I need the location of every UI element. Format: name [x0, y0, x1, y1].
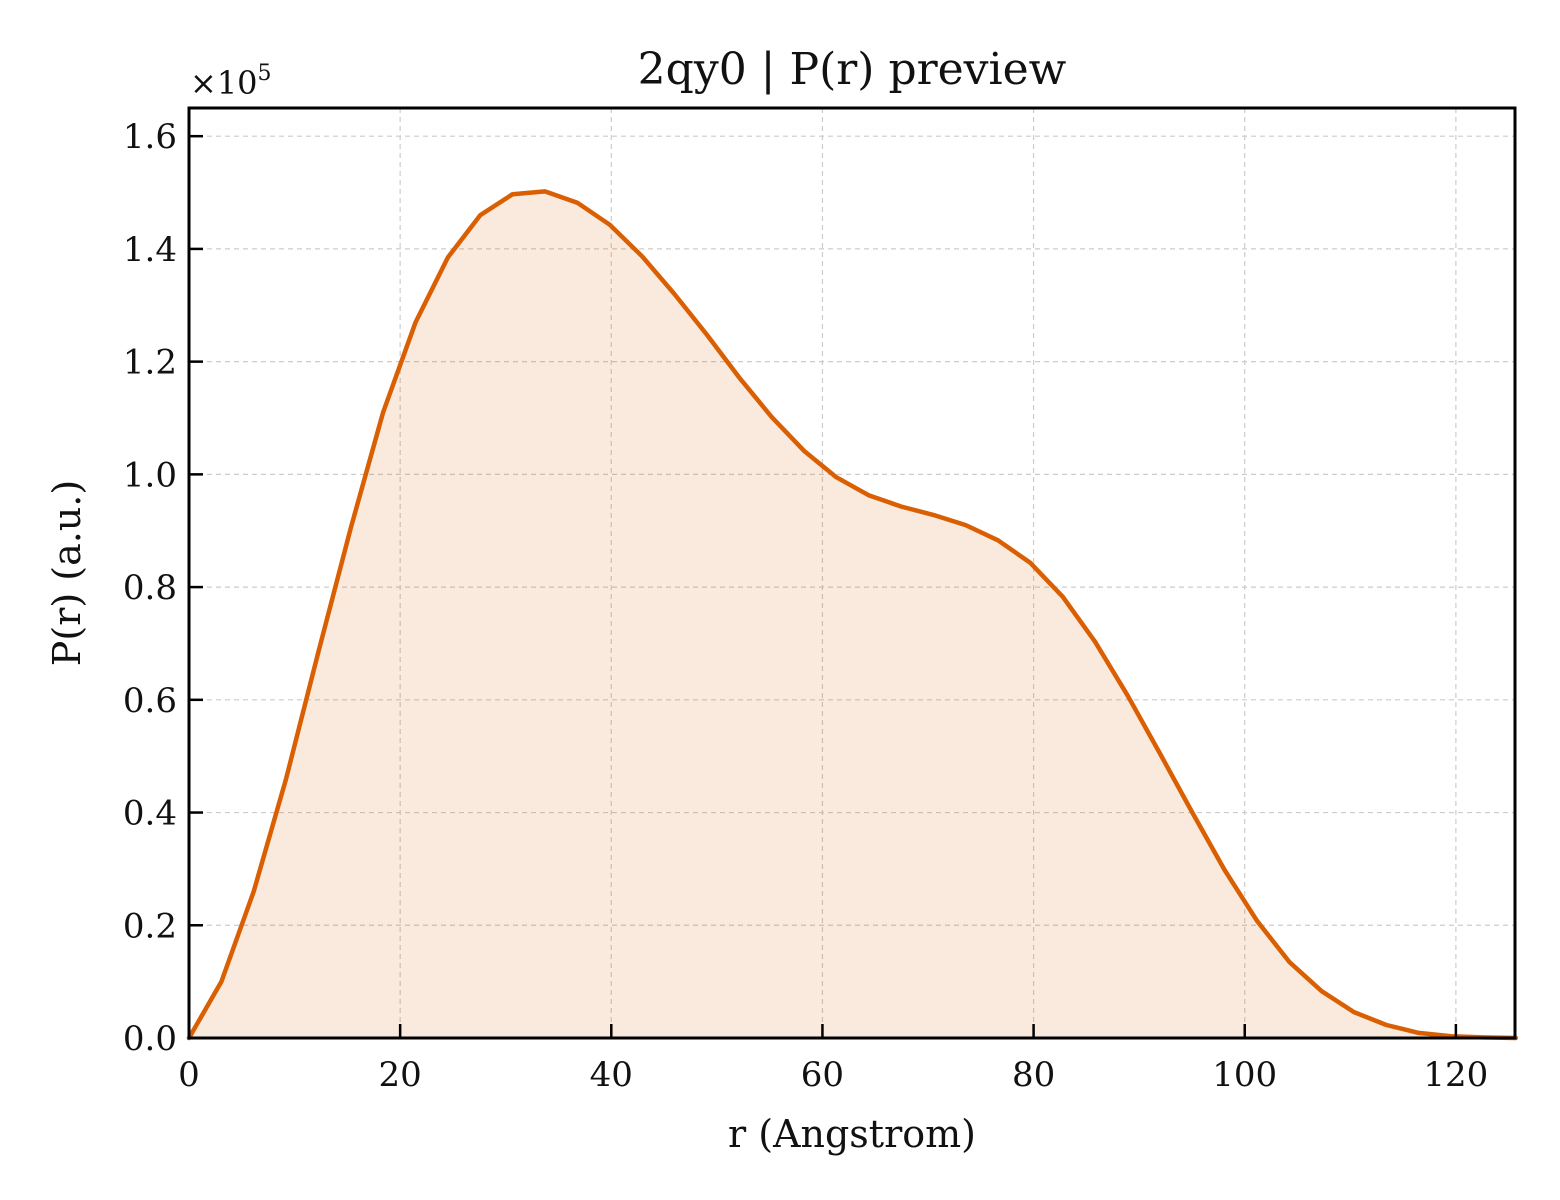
x-tick-label: 100 [1212, 1055, 1277, 1095]
series-line [186, 189, 1519, 1041]
x-tick-label: 40 [590, 1055, 633, 1095]
y-tick-label: 1.2 [123, 343, 177, 383]
axis-tick-labels: 0 20 40 60 80 100 120 0.0 0.2 0.4 0.6 0.8 1.0 1.2 1.4 1… [123, 117, 1488, 1095]
y-multiplier-base: ×10 [190, 64, 258, 102]
grid [189, 108, 1515, 1038]
y-tick-label: 1.4 [123, 230, 177, 270]
y-axis-multiplier: ×105 [190, 61, 272, 102]
y-tick-label: 1.6 [123, 117, 177, 157]
x-axis-label: r (Angstrom) [728, 1112, 976, 1156]
y-tick-label: 0.2 [123, 906, 177, 946]
y-multiplier-exponent: 5 [258, 61, 272, 86]
y-tick-label: 0.8 [123, 568, 177, 608]
y-tick-label: 1.0 [123, 455, 177, 495]
chart-title: 2qy0 | P(r) preview [638, 44, 1067, 95]
x-tick-label: 80 [1012, 1055, 1055, 1095]
x-tick-label: 120 [1423, 1055, 1488, 1095]
y-axis-label: P(r) (a.u.) [45, 480, 89, 666]
x-tick-label: 0 [178, 1055, 200, 1095]
plot-frame [187, 106, 1517, 1040]
y-tick-label: 0.4 [123, 794, 177, 834]
y-tick-label: 0.0 [123, 1019, 177, 1059]
y-tick-label: 0.6 [123, 681, 177, 721]
x-tick-label: 20 [379, 1055, 422, 1095]
series-area-fill [189, 191, 1516, 1038]
x-tick-label: 60 [801, 1055, 844, 1095]
axis-ticks [187, 134, 1458, 1040]
